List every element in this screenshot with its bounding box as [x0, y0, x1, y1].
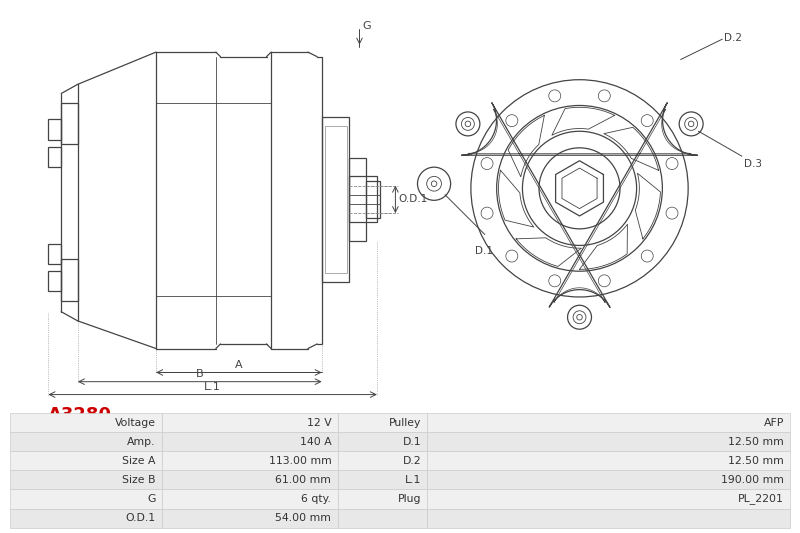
Text: A3280: A3280 — [48, 406, 112, 424]
Text: G: G — [147, 494, 156, 504]
Bar — [162, 471, 338, 489]
Text: O.D.1: O.D.1 — [398, 195, 427, 204]
Text: AFP: AFP — [764, 418, 784, 427]
Text: 12 V: 12 V — [306, 418, 331, 427]
Text: 12.50 mm: 12.50 mm — [729, 456, 784, 466]
Text: Amp.: Amp. — [127, 437, 156, 447]
Bar — [338, 432, 427, 451]
Text: D.2: D.2 — [724, 33, 742, 43]
Bar — [338, 489, 427, 508]
Bar — [48, 119, 62, 140]
Bar — [162, 489, 338, 508]
Bar — [322, 117, 350, 282]
Text: Plug: Plug — [398, 494, 421, 504]
Text: 190.00 mm: 190.00 mm — [722, 475, 784, 485]
Bar — [338, 508, 427, 528]
Text: 140 A: 140 A — [299, 437, 331, 447]
Bar — [427, 508, 790, 528]
Text: A: A — [235, 360, 242, 370]
Bar — [427, 451, 790, 471]
Bar — [162, 413, 338, 432]
Bar — [10, 508, 162, 528]
Bar — [10, 489, 162, 508]
Text: 61.00 mm: 61.00 mm — [275, 475, 331, 485]
Text: D.1: D.1 — [402, 437, 421, 447]
Bar — [62, 259, 78, 301]
Bar — [10, 432, 162, 451]
Text: B: B — [195, 369, 203, 379]
Text: L.1: L.1 — [204, 382, 221, 392]
Text: Size B: Size B — [122, 475, 156, 485]
Text: L.1: L.1 — [405, 475, 421, 485]
Bar — [48, 271, 62, 292]
Bar — [10, 471, 162, 489]
Bar — [10, 451, 162, 471]
Text: D.2: D.2 — [402, 456, 421, 466]
Bar — [62, 103, 78, 144]
Bar — [350, 176, 377, 222]
Text: 113.00 mm: 113.00 mm — [269, 456, 331, 466]
Bar — [338, 451, 427, 471]
Bar — [427, 489, 790, 508]
Bar — [162, 432, 338, 451]
Bar — [48, 244, 62, 264]
Text: 54.00 mm: 54.00 mm — [275, 513, 331, 523]
Text: O.D.1: O.D.1 — [126, 513, 156, 523]
Bar — [427, 413, 790, 432]
Bar — [338, 413, 427, 432]
Text: D.1: D.1 — [475, 246, 494, 256]
Text: PL_2201: PL_2201 — [738, 494, 784, 504]
Text: Pulley: Pulley — [389, 418, 421, 427]
Bar — [350, 158, 366, 241]
Bar — [162, 451, 338, 471]
Bar — [338, 471, 427, 489]
Text: D.3: D.3 — [744, 159, 762, 169]
Bar — [427, 471, 790, 489]
Text: Size A: Size A — [122, 456, 156, 466]
Bar — [10, 413, 162, 432]
Bar — [48, 147, 62, 167]
Text: G: G — [362, 21, 371, 31]
Bar — [427, 432, 790, 451]
Bar — [366, 181, 380, 218]
Bar — [325, 126, 346, 273]
Text: 6 qty.: 6 qty. — [302, 494, 331, 504]
Text: Voltage: Voltage — [114, 418, 156, 427]
Text: 12.50 mm: 12.50 mm — [729, 437, 784, 447]
Bar — [162, 508, 338, 528]
